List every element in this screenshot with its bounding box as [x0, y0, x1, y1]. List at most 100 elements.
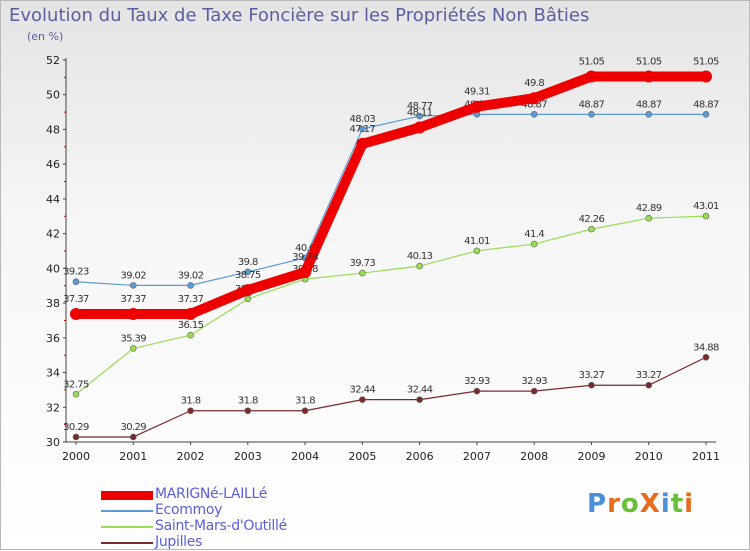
data-point-saint-mars-d-outill [473, 247, 481, 255]
data-label-marign-laill: 49.31 [464, 87, 490, 98]
data-point-jupilles [473, 387, 481, 395]
data-label-ecommoy: 39.23 [63, 267, 89, 278]
data-point-jupilles [72, 433, 80, 441]
logo-letter: o [620, 489, 640, 519]
y-tick-label: 34 [46, 367, 60, 380]
data-label-jupilles: 32.44 [350, 385, 376, 396]
data-label-marign-laill: 37.37 [120, 294, 146, 305]
data-label-ecommoy: 39.02 [120, 270, 146, 281]
data-label-marign-laill: 51.05 [693, 56, 719, 67]
logo-letter: X [639, 489, 661, 519]
data-point-marign-laill [356, 137, 369, 150]
data-label-jupilles: 33.27 [579, 370, 605, 381]
data-point-ecommoy [588, 111, 595, 118]
y-tick-label: 36 [46, 332, 60, 345]
x-tick-label: 2003 [234, 450, 262, 463]
data-label-jupilles: 32.44 [407, 385, 433, 396]
data-point-marign-laill [127, 308, 140, 321]
data-label-marign-laill: 48.11 [407, 108, 433, 119]
data-label-marign-laill: 37.37 [178, 294, 204, 305]
data-point-jupilles [359, 396, 366, 403]
x-tick-label: 2001 [119, 450, 147, 463]
y-tick-label: 50 [46, 89, 60, 102]
y-tick-label: 42 [46, 228, 60, 241]
data-point-saint-mars-d-outill [530, 240, 538, 248]
data-label-ecommoy: 48.77 [407, 101, 433, 112]
legend-swatch-ecommoy [101, 510, 153, 512]
data-label-ecommoy: 48.03 [350, 114, 376, 125]
data-point-marign-laill [585, 70, 598, 83]
data-label-marign-laill: 49.8 [524, 78, 544, 89]
data-label-saint-mars-d-outill: 36.15 [178, 320, 204, 331]
data-label-jupilles: 32.93 [464, 376, 490, 387]
data-label-jupilles: 31.8 [238, 396, 258, 407]
y-tick-label: 30 [46, 436, 60, 449]
data-point-ecommoy [702, 111, 710, 118]
x-tick-label: 2009 [577, 450, 605, 463]
data-point-saint-mars-d-outill [244, 295, 252, 303]
data-point-marign-laill [700, 70, 712, 83]
data-point-marign-laill [299, 266, 312, 279]
legend-label-jupilles: Jupilles [155, 534, 203, 550]
data-label-saint-mars-d-outill: 40.13 [407, 251, 433, 262]
data-label-ecommoy: 39.8 [238, 257, 258, 268]
data-point-jupilles [301, 407, 309, 415]
data-label-marign-laill: 39.78 [292, 252, 318, 263]
data-point-saint-mars-d-outill [702, 212, 710, 220]
y-tick-label: 52 [46, 54, 60, 67]
data-point-jupilles [187, 407, 194, 415]
data-point-marign-laill [642, 70, 655, 83]
legend-swatch-marigne [101, 491, 153, 500]
logo-letter: i [684, 489, 695, 519]
series-line-saint-mars-d-outill [75, 215, 707, 395]
x-tick-label: 2000 [62, 450, 90, 463]
logo-letter: r [607, 489, 621, 519]
legend-label-saint-mars: Saint-Mars-d'Outillé [155, 518, 287, 534]
data-point-ecommoy [244, 268, 252, 276]
data-point-ecommoy [187, 282, 194, 289]
x-tick-label: 2006 [406, 450, 434, 463]
data-label-saint-mars-d-outill: 32.75 [63, 379, 89, 390]
y-tick-label: 48 [46, 123, 60, 136]
data-point-saint-mars-d-outill [359, 269, 366, 277]
data-label-ecommoy: 48.87 [636, 99, 662, 110]
data-label-saint-mars-d-outill: 43.01 [693, 201, 719, 212]
data-label-jupilles: 30.29 [120, 422, 146, 433]
x-tick-label: 2008 [520, 450, 548, 463]
data-label-marign-laill: 47.17 [350, 124, 376, 135]
logo-letter: P [587, 489, 608, 519]
data-point-marign-laill [184, 308, 197, 321]
data-label-ecommoy: 39.02 [178, 270, 204, 281]
data-point-ecommoy [359, 125, 366, 133]
legend-swatch-jupilles [101, 542, 153, 544]
data-label-saint-mars-d-outill: 42.26 [579, 214, 605, 225]
data-point-marign-laill [241, 284, 254, 297]
data-label-jupilles: 33.27 [636, 370, 662, 381]
data-point-marign-laill [70, 308, 82, 321]
data-label-jupilles: 31.8 [181, 396, 201, 407]
data-label-jupilles: 30.29 [63, 422, 89, 433]
y-tick-label: 32 [46, 401, 60, 414]
legend-label-ecommoy: Ecommoy [155, 502, 223, 518]
data-point-saint-mars-d-outill [588, 225, 595, 233]
data-label-ecommoy: 48.87 [521, 99, 547, 110]
data-label-marign-laill: 51.05 [579, 56, 605, 67]
data-label-marign-laill: 37.37 [63, 294, 89, 305]
data-point-jupilles [588, 381, 595, 389]
y-tick-label: 40 [46, 262, 60, 275]
data-label-saint-mars-d-outill: 35.39 [120, 333, 146, 344]
data-label-ecommoy: 48.87 [693, 99, 719, 110]
data-label-jupilles: 31.8 [295, 396, 315, 407]
data-label-jupilles: 34.88 [693, 342, 719, 353]
data-label-saint-mars-d-outill: 41.01 [464, 236, 490, 247]
data-point-ecommoy [72, 278, 80, 286]
data-point-marign-laill [470, 100, 483, 113]
series-line-jupilles [75, 356, 707, 438]
logo-letter: i [660, 489, 671, 519]
data-point-jupilles [129, 433, 137, 441]
x-tick-label: 2007 [463, 450, 491, 463]
data-label-jupilles: 32.93 [521, 376, 547, 387]
data-point-ecommoy [129, 282, 137, 289]
